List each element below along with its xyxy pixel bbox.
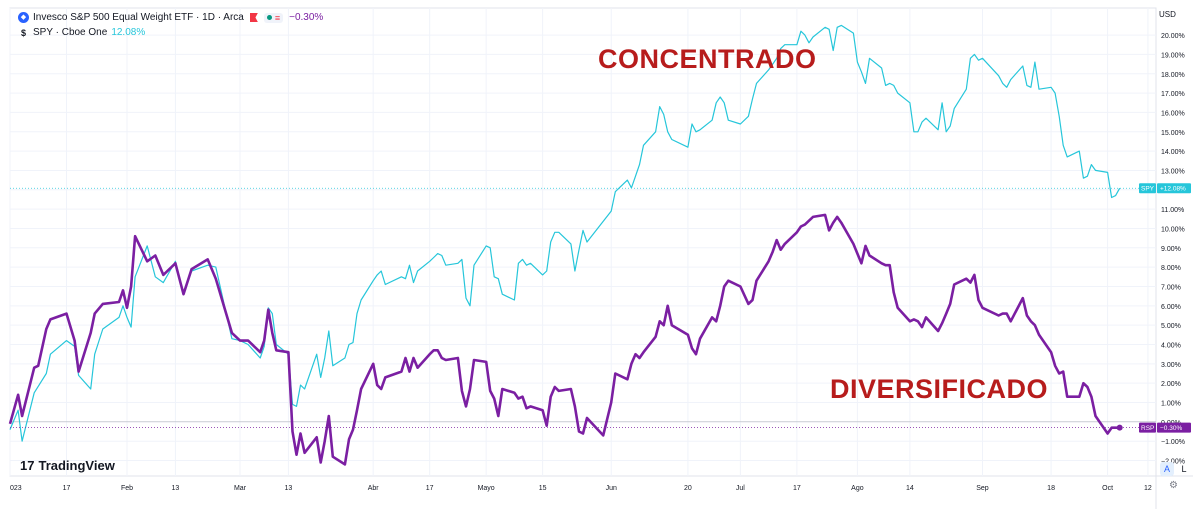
y-tick-label: 3.00% [1161,362,1181,369]
status-dot-icon [266,15,272,20]
last-point-marker-rsp [1116,424,1123,431]
x-tick-label: Oct [1102,485,1113,492]
x-tick-label: 20 [684,485,692,492]
y-tick-label: 4.00% [1161,342,1181,349]
legend-spy-title: SPY · Cboe One [33,27,108,38]
last-value-badge-spy [1157,183,1191,194]
tradingview-logo[interactable]: 17 TradingView [20,458,115,473]
last-value-badge-text-spy: +12.08% [1160,186,1186,193]
series-line-rsp[interactable] [8,213,1120,466]
plot-frame [9,7,1157,477]
flag-icon[interactable] [249,13,258,22]
legend-spy-change: 12.08% [111,27,146,38]
last-value-badge-rsp [1157,422,1191,433]
y-tick-label: 1.00% [1161,401,1181,408]
legend-rsp-title: Invesco S&P 500 Equal Weight ETF · 1D · … [33,12,244,23]
x-tick-label: 13 [172,485,180,492]
x-tick-label: 13 [285,485,293,492]
x-tick-label: Mar [234,485,247,492]
legend-spy-row[interactable]: $ SPY · Cboe One 12.08% [18,25,323,40]
y-tick-label: 11.00% [1161,207,1184,214]
y-tick-label: 6.00% [1161,304,1181,311]
currency-label[interactable]: USD [1159,10,1176,19]
series-line-spy[interactable] [9,24,1121,442]
y-tick-label: 16.00% [1161,110,1185,117]
x-tick-label: 18 [1047,485,1055,492]
y-tick-label: 19.00% [1161,52,1185,59]
x-tick-label: 17 [426,485,434,492]
y-tick-label: −1.00% [1161,439,1185,446]
x-tick-label: 14 [906,485,914,492]
annotation-diversified: DIVERSIFICADO [830,374,1049,404]
legend-rsp-row[interactable]: ◆ Invesco S&P 500 Equal Weight ETF · 1D … [18,10,323,25]
y-tick-label: 10.00% [1161,226,1185,233]
y-tick-label: 13.00% [1161,168,1185,175]
y-tick-label: 14.00% [1161,149,1185,156]
y-tick-label: 20.00% [1161,33,1185,40]
invesco-logo-icon: ◆ [18,12,29,23]
y-tick-label: 8.00% [1161,265,1181,272]
annotation-concentrated: CONCENTRADO [598,44,817,74]
log-scale-button[interactable]: L [1181,464,1187,474]
dollar-icon: $ [20,27,26,38]
y-tick-label: 5.00% [1161,323,1181,330]
y-tick-label: 18.00% [1161,72,1185,79]
tradingview-logo-text: TradingView [38,458,115,473]
tradingview-mark-icon: 17 [20,458,35,473]
series-name-tag-text-rsp: RSP [1141,425,1154,432]
y-tick-label: 2.00% [1161,381,1181,388]
x-tick-label: Mayo [478,485,495,492]
legend-rsp-change: −0.30% [289,12,324,23]
x-tick-label: Abr [368,485,380,492]
y-tick-label: 7.00% [1161,284,1181,291]
x-tick-label: 12 [1144,485,1152,492]
x-tick-label: Jun [606,485,617,492]
x-tick-label: Jul [736,485,745,492]
y-tick-label: 9.00% [1161,246,1181,253]
x-tick-label: Feb [121,485,133,492]
auto-scale-button[interactable]: A [1160,462,1174,476]
series-name-tag-text-spy: SPY [1141,186,1155,193]
indicator-pill[interactable]: ≡ [263,12,284,23]
x-tick-label: Sep [976,485,989,492]
last-value-badge-text-rsp: −0.30% [1160,425,1182,432]
series-name-tag-spy [1139,183,1156,194]
x-tick-label: 17 [63,485,71,492]
x-tick-label: 17 [793,485,801,492]
y-tick-label: 15.00% [1161,130,1185,137]
settings-gear-icon[interactable]: ⚙ [1169,480,1178,491]
x-tick-label: 15 [539,485,547,492]
y-tick-label: 17.00% [1161,91,1185,98]
series-name-tag-rsp [1139,422,1156,433]
menu-lines-icon: ≡ [274,12,281,23]
x-tick-label: 023 [10,485,22,492]
x-tick-label: Ago [851,485,864,492]
chart-legend: ◆ Invesco S&P 500 Equal Weight ETF · 1D … [18,10,323,40]
